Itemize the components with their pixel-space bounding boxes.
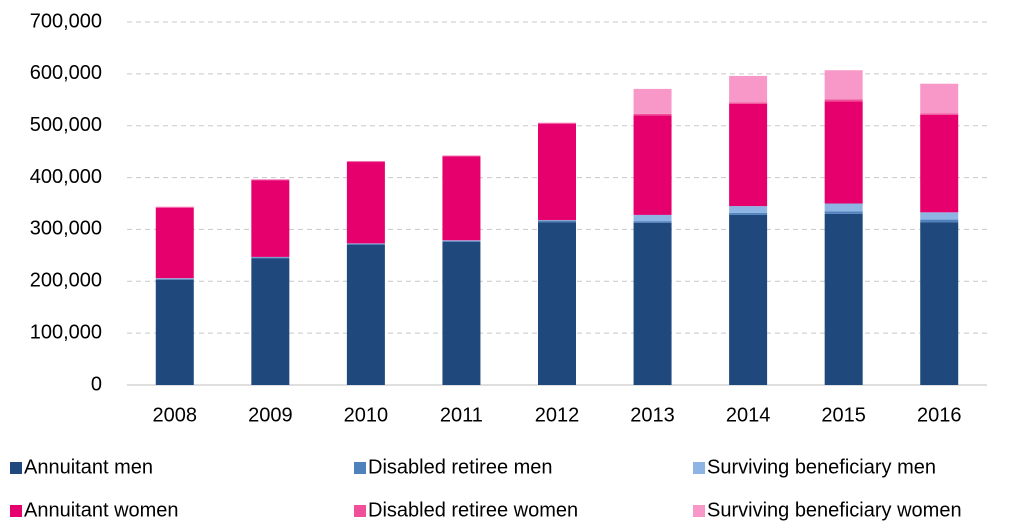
- bar-segment: [538, 122, 576, 124]
- bar-segment: [155, 278, 194, 280]
- bar-segment: [346, 244, 385, 385]
- bar-segment: [920, 212, 959, 220]
- legend-swatch: [10, 505, 22, 517]
- legend-label: Annuitant women: [24, 499, 179, 521]
- bar-segment: [442, 155, 481, 156]
- legend-label: Surviving beneficiary women: [707, 499, 962, 521]
- y-tick-label: 500,000: [30, 114, 102, 136]
- bar-segment: [538, 123, 576, 221]
- y-tick-label: 0: [91, 373, 102, 395]
- bar-segment: [920, 222, 959, 385]
- legend-swatch: [354, 505, 366, 517]
- legend-label: Surviving beneficiary men: [707, 456, 936, 478]
- bar-segment: [442, 240, 481, 242]
- y-tick-label: 400,000: [30, 166, 102, 188]
- bar-segment: [346, 162, 385, 244]
- bar-segment: [346, 243, 385, 244]
- y-tick-label: 700,000: [30, 10, 102, 32]
- bar-segment: [824, 213, 863, 385]
- bar-segment: [920, 114, 959, 213]
- bar-segment: [729, 206, 768, 213]
- bar-segment: [251, 179, 290, 181]
- bar-segment: [729, 212, 768, 215]
- legend-swatch: [693, 505, 705, 517]
- bar-segment: [538, 123, 576, 124]
- x-tick-label: 2013: [630, 404, 675, 426]
- bar-segment: [633, 222, 672, 385]
- bar-segment: [633, 115, 672, 215]
- bar-segment: [538, 220, 576, 223]
- bar-segment: [442, 240, 481, 241]
- bar-segment: [920, 83, 959, 114]
- bar-segment: [346, 243, 385, 245]
- x-tick-label: 2014: [726, 404, 771, 426]
- bar-segment: [442, 156, 481, 241]
- bar-segment: [251, 256, 290, 258]
- legend-swatch: [693, 462, 705, 474]
- bar-segment: [920, 113, 959, 115]
- legend-swatch: [354, 462, 366, 474]
- bar-segment: [633, 88, 672, 114]
- legend-swatch: [10, 462, 22, 474]
- bar-segment: [251, 179, 290, 180]
- bar-segment: [729, 103, 768, 207]
- bar-segment: [538, 220, 576, 221]
- legend-label: Disabled retiree men: [368, 456, 553, 478]
- bar-segment: [155, 207, 194, 279]
- legend-label: Disabled retiree women: [368, 499, 578, 521]
- bar-segment: [155, 207, 194, 208]
- x-tick-label: 2008: [153, 404, 198, 426]
- y-tick-label: 100,000: [30, 321, 102, 343]
- x-tick-label: 2010: [344, 404, 389, 426]
- bar-segment: [155, 206, 194, 208]
- bar-segment: [251, 180, 290, 257]
- bar-segment: [442, 155, 481, 157]
- legend-label: Annuitant men: [24, 456, 153, 478]
- bar-segment: [633, 221, 672, 223]
- bar-segment: [155, 278, 194, 279]
- bar-segment: [633, 113, 672, 116]
- bar-segment: [346, 160, 385, 162]
- y-tick-label: 200,000: [30, 270, 102, 292]
- x-tick-label: 2015: [821, 404, 866, 426]
- bar-segment: [824, 99, 863, 102]
- bar-segment: [633, 214, 672, 222]
- bar-segment: [538, 222, 576, 385]
- bar-segment: [920, 219, 959, 223]
- bar-segment: [251, 258, 290, 385]
- x-tick-label: 2009: [248, 404, 293, 426]
- bar-segment: [824, 70, 863, 100]
- x-tick-label: 2011: [440, 404, 483, 426]
- bar-segment: [824, 203, 863, 212]
- bar-segment: [729, 214, 768, 385]
- bar-segment: [729, 102, 768, 104]
- y-tick-label: 600,000: [30, 62, 102, 84]
- y-tick-label: 300,000: [30, 218, 102, 240]
- bar-segment: [729, 75, 768, 103]
- bar-segment: [824, 101, 863, 204]
- x-tick-label: 2012: [535, 404, 580, 426]
- bar-segment: [155, 279, 194, 385]
- bar-segment: [824, 211, 863, 214]
- x-tick-label: 2016: [917, 404, 962, 426]
- bar-segment: [442, 241, 481, 385]
- bar-segment: [346, 161, 385, 163]
- bar-segment: [251, 257, 290, 259]
